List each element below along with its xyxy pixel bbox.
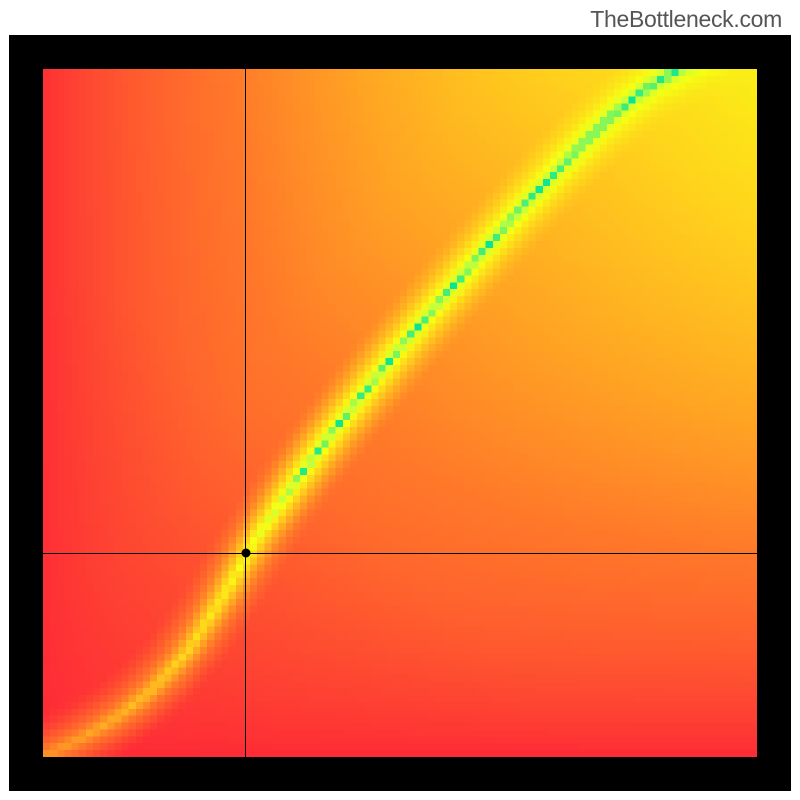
heatmap-canvas (43, 69, 757, 757)
frame-border-top (9, 35, 791, 69)
watermark-text: TheBottleneck.com (590, 6, 782, 33)
heatmap-plot-area (43, 69, 757, 757)
chart-container: TheBottleneck.com (0, 0, 800, 800)
your-config-marker (241, 549, 250, 558)
frame-border-bot (9, 757, 791, 791)
frame-border-right (757, 35, 791, 791)
crosshair-horizontal (43, 553, 757, 554)
crosshair-vertical (245, 69, 246, 757)
frame-border-left (9, 35, 43, 791)
